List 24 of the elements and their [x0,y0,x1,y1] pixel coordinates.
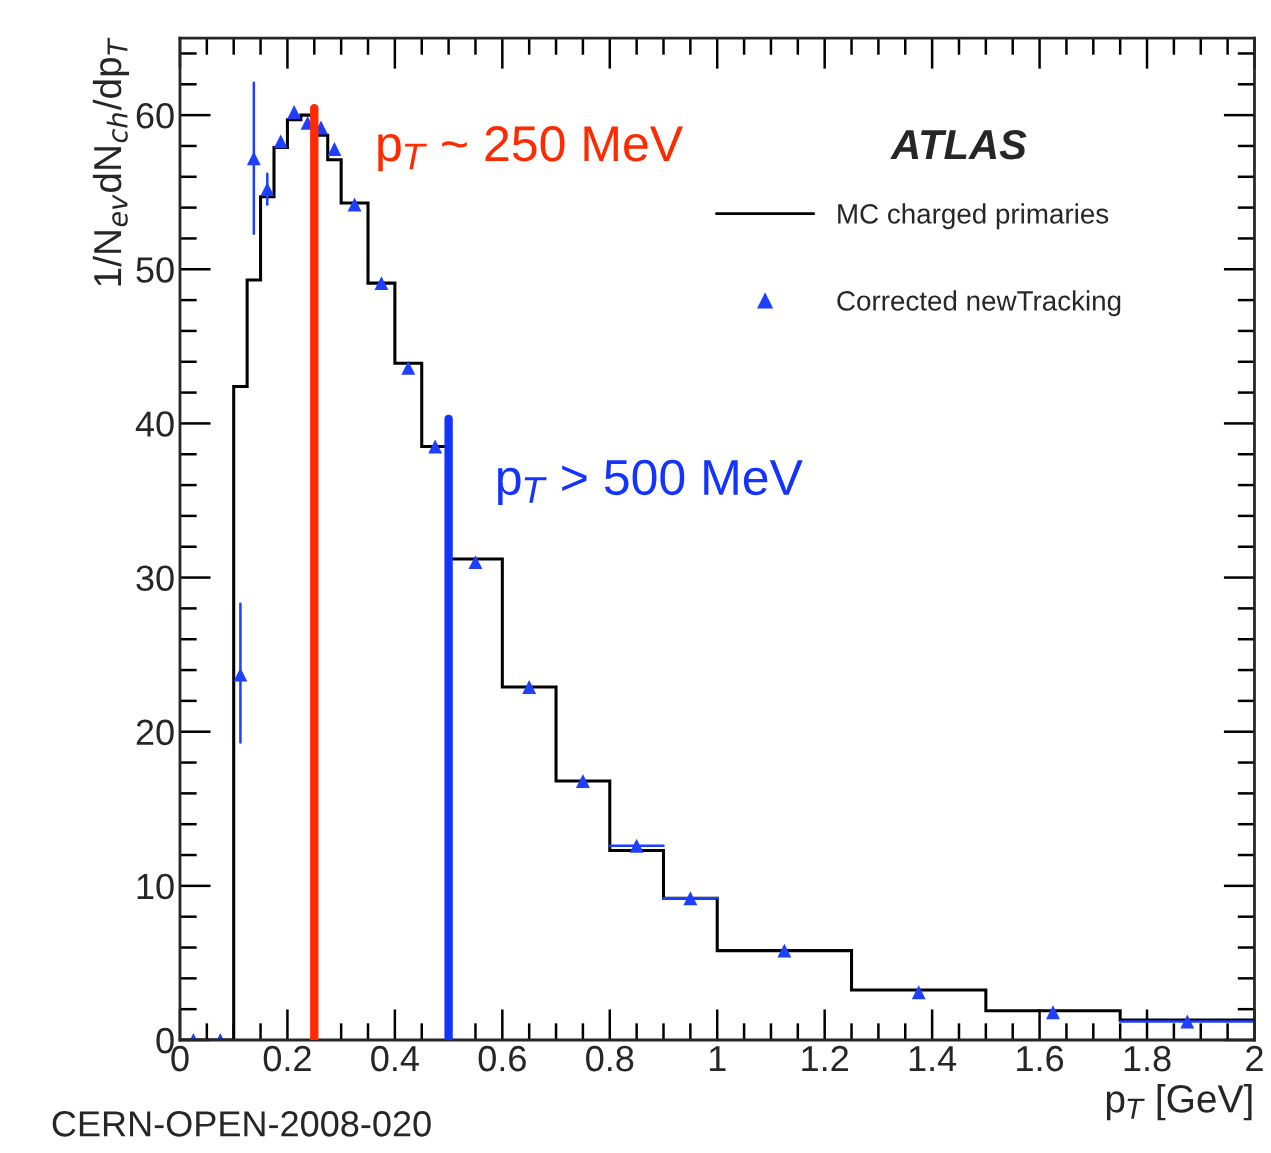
x-tick-label: 0.6 [478,1045,526,1072]
ref-line-label: p$_{T}$ ~ 250 MeV [378,126,683,172]
y-axis-title: 1/N$_{ev}$dN$_{ch}$/dp$_{T}$ [92,37,130,286]
x-tick-label: 2 [1246,1045,1263,1072]
ref-line-label: p$_{T}$ > 500 MeV [498,459,803,506]
x-tick-label: 0.8 [586,1045,634,1072]
x-tick-label: 0.4 [371,1045,419,1072]
x-tick-label: 1.2 [802,1045,848,1072]
legend-label: Corrected newTracking [837,290,1121,317]
x-tick-label: 1.6 [1017,1045,1064,1072]
y-tick-label: 30 [136,565,174,591]
x-axis-title: p$_{T}$ [GeV] [1106,1084,1252,1121]
y-tick-label: 60 [136,102,174,129]
x-tick-label: 1.8 [1124,1045,1171,1072]
legend-label: MC charged primaries [838,203,1109,230]
y-tick-label: 50 [136,257,174,283]
y-tick-label: 10 [137,873,174,900]
y-tick-label: 40 [135,411,174,437]
x-tick-label: 1 [709,1046,726,1072]
y-tick-label: 20 [136,719,174,746]
x-tick-label: 1.4 [909,1046,957,1072]
x-tick-label: 0.2 [263,1045,311,1072]
annotation: ATLAS [890,129,1027,160]
text: CERN-OPEN-2008-020 [52,1111,431,1137]
